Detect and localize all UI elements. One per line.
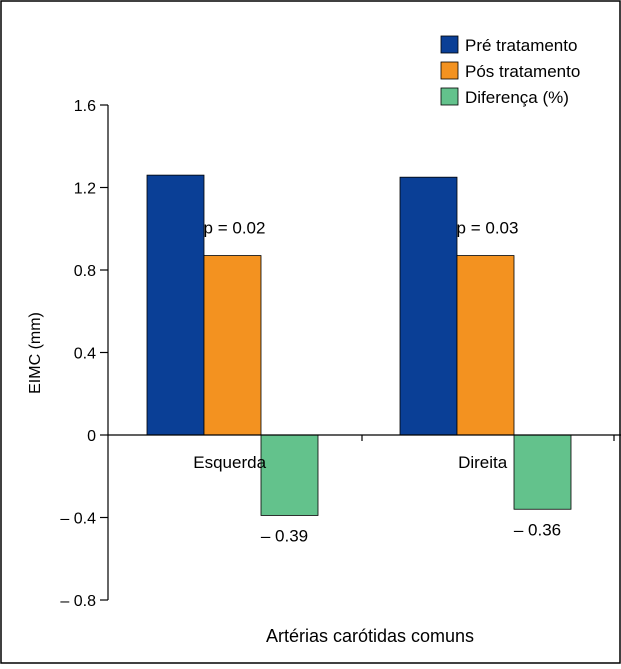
bar-direita-2 <box>513 434 572 510</box>
legend-label-pos: Pós tratamento <box>465 62 580 81</box>
x-category-label: Esquerda <box>193 453 266 472</box>
p-value-label: p = 0.03 <box>457 219 519 238</box>
legend-label-pre: Pré tratamento <box>465 36 577 55</box>
x-axis-label: Artérias carótidas comuns <box>266 626 474 646</box>
legend-swatch-pre <box>440 35 459 54</box>
bar-direita-0 <box>399 176 458 436</box>
difference-value-label: – 0.36 <box>514 520 561 539</box>
labels-layer: Esquerda p = 0.02 – 0.39 Direita p = 0.03 – 0… <box>193 219 561 546</box>
bar-esquerda-2 <box>260 434 319 516</box>
y-tick-label: – 0.8 <box>60 593 96 610</box>
bars-layer <box>146 174 572 516</box>
y-tick-label: 1.2 <box>74 181 96 198</box>
axes-layer: – 0.8 – 0.4 0 0.4 0.8 1.2 1.6 <box>60 98 621 610</box>
y-tick-label: – 0.4 <box>60 511 96 528</box>
bar-esquerda-0 <box>146 174 205 436</box>
y-tick-label: 0.4 <box>74 346 96 363</box>
legend-swatch-pos <box>440 61 459 80</box>
bar-esquerda-1 <box>203 255 262 436</box>
y-axis-label: EIMC (mm) <box>27 312 44 394</box>
y-tick-label: 1.6 <box>74 98 96 115</box>
difference-value-label: – 0.39 <box>261 526 308 545</box>
legend: Pré tratamento Pós tratamento Diferença … <box>440 35 580 107</box>
legend-label-diff: Diferença (%) <box>465 88 569 107</box>
bar-direita-1 <box>456 255 515 436</box>
legend-swatch-diff <box>440 87 459 106</box>
x-category-label: Direita <box>458 453 508 472</box>
p-value-label: p = 0.02 <box>204 219 266 238</box>
y-tick-label: 0 <box>87 428 96 445</box>
y-tick-label: 0.8 <box>74 263 96 280</box>
